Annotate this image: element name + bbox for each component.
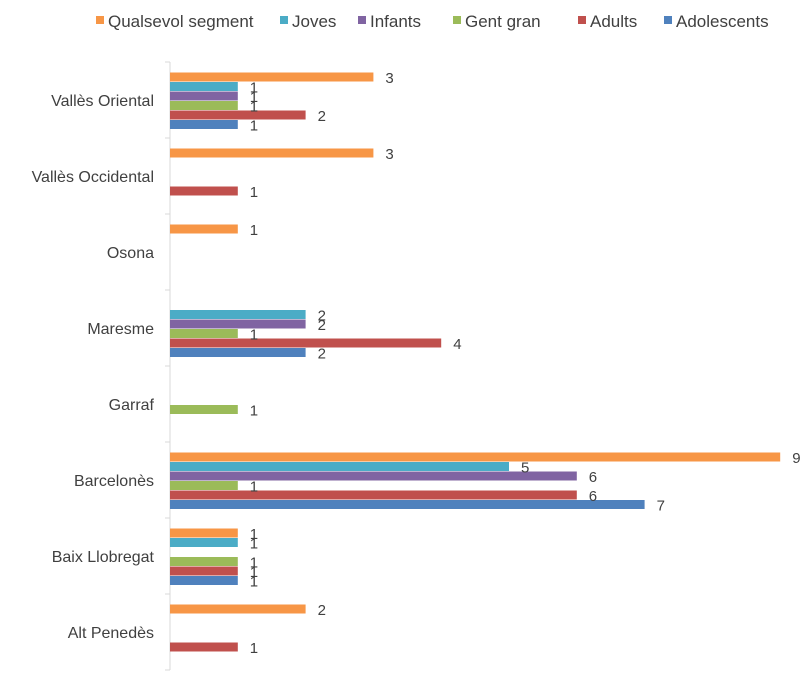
bar-valles-oriental-adolescents	[170, 120, 238, 129]
data-label-barcelones-infants: 6	[589, 469, 597, 486]
legend-swatch-adults	[578, 16, 586, 24]
bar-valles-oriental-gent-gran	[170, 101, 238, 110]
bar-barcelones-adolescents	[170, 500, 645, 509]
data-label-maresme-adults: 4	[453, 336, 461, 353]
category-label-maresme: Maresme	[87, 321, 154, 338]
legend-swatch-adolescents	[664, 16, 672, 24]
data-label-baix-llobregat-joves: 1	[250, 535, 258, 552]
bar-alt-penedes-adults	[170, 642, 238, 652]
data-label-valles-oriental-infants: 1	[250, 89, 258, 106]
data-label-maresme-infants: 2	[318, 317, 326, 334]
bar-osona-qualsevol-segment	[170, 224, 238, 234]
data-label-maresme-adolescents: 2	[318, 345, 326, 362]
category-label-valles-occidental: Vallès Occidental	[32, 169, 154, 186]
data-label-maresme-gent-gran: 1	[250, 326, 258, 343]
bars	[170, 72, 781, 652]
data-label-alt-penedes-qualsevol-segment: 2	[318, 602, 326, 619]
bar-baix-llobregat-qualsevol-segment	[170, 528, 238, 538]
bar-baix-llobregat-adults	[170, 566, 238, 576]
legend-label-adolescents: Adolescents	[676, 12, 769, 31]
legend: Qualsevol segment Joves Infants Gent gran Ad…	[96, 12, 769, 31]
category-label-baix-llobregat: Baix Llobregat	[52, 549, 155, 566]
category-label-osona: Osona	[107, 245, 154, 262]
category-label-garraf: Garraf	[109, 397, 155, 414]
data-label-barcelones-gent-gran: 1	[250, 478, 258, 495]
data-label-valles-oriental-joves: 1	[250, 79, 258, 96]
legend-label-gent-gran: Gent gran	[465, 12, 541, 31]
legend-label-qualsevol-segment: Qualsevol segment	[108, 12, 254, 31]
bar-maresme-infants	[170, 319, 306, 329]
bar-maresme-adults	[170, 338, 442, 348]
bar-valles-oriental-infants	[170, 91, 238, 101]
bar-maresme-joves	[170, 310, 306, 319]
data-label-barcelones-qualsevol-segment: 9	[792, 450, 800, 467]
bar-valles-occidental-qualsevol-segment	[170, 148, 374, 158]
data-label-barcelones-adults: 6	[589, 488, 597, 505]
data-label-baix-llobregat-adults: 1	[250, 564, 258, 581]
bar-barcelones-gent-gran	[170, 481, 238, 490]
bar-barcelones-infants	[170, 471, 577, 481]
category-labels: Vallès Oriental Vallès Occidental Osona Mar…	[32, 93, 155, 642]
bar-barcelones-adults	[170, 490, 577, 500]
data-label-valles-occidental-adults: 1	[250, 184, 258, 201]
bar-alt-penedes-qualsevol-segment	[170, 604, 306, 614]
legend-label-adults: Adults	[590, 12, 637, 31]
data-label-valles-oriental-qualsevol-segment: 3	[385, 70, 393, 87]
category-label-valles-oriental: Vallès Oriental	[51, 93, 154, 110]
data-label-barcelones-joves: 5	[521, 459, 529, 476]
bar-barcelones-qualsevol-segment	[170, 452, 781, 462]
legend-swatch-infants	[358, 16, 366, 24]
legend-label-joves: Joves	[292, 12, 336, 31]
data-label-barcelones-adolescents: 7	[657, 497, 665, 514]
bar-baix-llobregat-gent-gran	[170, 557, 238, 566]
data-label-maresme-joves: 2	[318, 307, 326, 324]
bar-garraf-gent-gran	[170, 405, 238, 414]
data-label-baix-llobregat-adolescents: 1	[250, 573, 258, 590]
category-label-barcelones: Barcelonès	[74, 473, 154, 490]
bar-maresme-adolescents	[170, 348, 306, 357]
data-label-garraf-gent-gran: 1	[250, 402, 258, 419]
legend-label-infants: Infants	[370, 12, 421, 31]
legend-swatch-joves	[280, 16, 288, 24]
category-label-alt-penedes: Alt Penedès	[68, 625, 154, 642]
data-label-valles-oriental-adolescents: 1	[250, 117, 258, 134]
bar-maresme-gent-gran	[170, 329, 238, 338]
data-label-baix-llobregat-gent-gran: 1	[250, 554, 258, 571]
bar-valles-oriental-joves	[170, 82, 238, 91]
bar-valles-oriental-adults	[170, 110, 306, 120]
data-label-valles-oriental-adults: 2	[318, 108, 326, 125]
bar-baix-llobregat-joves	[170, 538, 238, 547]
data-label-baix-llobregat-qualsevol-segment: 1	[250, 526, 258, 543]
bar-valles-occidental-adults	[170, 186, 238, 196]
data-label-alt-penedes-adults: 1	[250, 640, 258, 657]
data-label-valles-oriental-gent-gran: 1	[250, 98, 258, 115]
category-axis	[165, 61, 171, 671]
bar-barcelones-joves	[170, 462, 509, 471]
bar-valles-oriental-qualsevol-segment	[170, 72, 374, 82]
data-label-osona-qualsevol-segment: 1	[250, 222, 258, 239]
data-label-valles-occidental-qualsevol-segment: 3	[385, 146, 393, 163]
bar-baix-llobregat-adolescents	[170, 576, 238, 585]
legend-swatch-qualsevol-segment	[96, 16, 104, 24]
legend-swatch-gent-gran	[453, 16, 461, 24]
